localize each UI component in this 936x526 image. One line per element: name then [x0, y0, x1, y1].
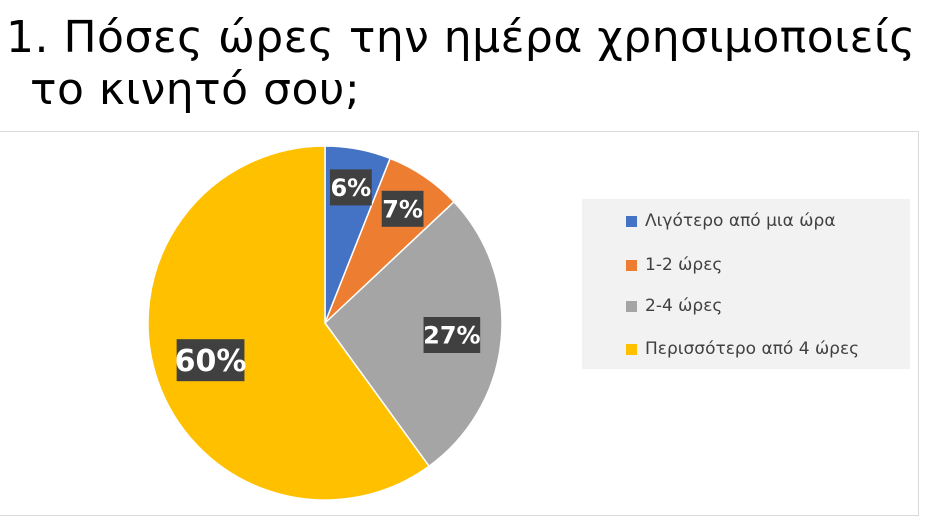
data-label-text: 27%	[423, 322, 480, 350]
legend-swatch	[626, 300, 637, 312]
data-label-1-2h: 7%	[381, 190, 424, 227]
legend-item-more-than-4h: Περισσότερο από 4 ώρες	[626, 339, 859, 359]
pie-slice-more-than-4h	[147, 145, 431, 501]
data-label-less-than-1h: 6%	[329, 169, 372, 206]
data-label-text: 6%	[330, 174, 371, 202]
slide-title: 1. Πόσες ώρες την ημέρα χρησιμοποιείς το…	[6, 12, 926, 116]
legend-item-less-than-1h: Λιγότερο από μια ώρα	[626, 211, 836, 231]
legend-label: Περισσότερο από 4 ώρες	[645, 339, 860, 359]
legend-swatch	[626, 259, 637, 271]
data-label-text: 60%	[175, 344, 247, 379]
legend-item-2-4h: 2-4 ώρες	[626, 296, 722, 316]
data-label-box	[329, 169, 372, 206]
slide-title-line-1: 1. Πόσες ώρες την ημέρα χρησιμοποιείς	[6, 12, 916, 63]
slide-title-line-2: το κινητό σου;	[30, 64, 361, 115]
pie-slice-2-4h	[324, 200, 503, 468]
legend-swatch	[626, 343, 637, 355]
chart-legend: Λιγότερο από μια ώρα 1-2 ώρες 2-4 ώρες Περι…	[582, 199, 910, 369]
data-label-box	[176, 339, 245, 382]
legend-item-1-2h: 1-2 ώρες	[626, 255, 722, 275]
legend-label: Λιγότερο από μια ώρα	[645, 211, 836, 231]
data-label-text: 7%	[382, 195, 423, 223]
data-label-more-than-4h: 60%	[175, 339, 247, 382]
data-label-2-4h: 27%	[423, 316, 481, 353]
legend-label: 1-2 ώρες	[645, 255, 723, 275]
data-label-box	[423, 316, 481, 353]
legend-swatch	[626, 215, 637, 227]
data-label-box	[381, 190, 424, 227]
legend-label: 2-4 ώρες	[645, 296, 723, 316]
